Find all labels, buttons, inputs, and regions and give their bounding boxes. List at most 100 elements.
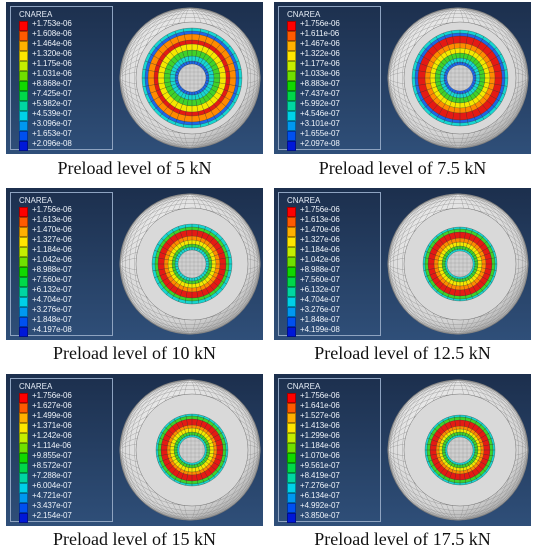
legend-swatch: [19, 21, 28, 31]
legend-title: CNAREA: [19, 196, 53, 205]
legend-swatch: [287, 121, 296, 131]
contact-sphere-model: [119, 193, 261, 335]
legend-title: CNAREA: [19, 382, 53, 391]
legend-labels: +1.756e-06 +1.641e-06 +1.527e-06 +1.413e…: [300, 391, 340, 521]
legend-value: +1.464e-06: [32, 39, 72, 48]
legend-swatch: [19, 41, 28, 51]
legend-value: +1.756e-06: [32, 205, 72, 214]
legend-value: +1.753e-06: [32, 19, 72, 28]
legend-swatch: [19, 483, 28, 493]
legend-value: +1.848e-07: [300, 315, 340, 324]
legend-swatch: [19, 503, 28, 513]
legend-swatch: [287, 453, 296, 463]
legend-value: +7.425e-07: [32, 89, 72, 98]
contact-sphere-model: [119, 7, 261, 149]
panel-caption: Preload level of 7.5 kN: [318, 158, 487, 178]
legend-swatch: [287, 317, 296, 327]
legend-swatch: [287, 277, 296, 287]
legend-value: +1.470e-06: [32, 225, 72, 234]
legend-value: +1.327e-06: [300, 235, 340, 244]
legend-swatch: [287, 267, 296, 277]
legend-value: +3.850e-07: [300, 511, 340, 520]
legend-value: +4.992e-07: [300, 501, 340, 510]
contour-panel-4: CNAREA +1.756e-06 +1.613e-06 +1.470e-06 …: [274, 188, 531, 340]
legend-value: +2.154e-07: [32, 511, 72, 520]
legend-value: +6.132e-07: [32, 285, 72, 294]
legend-value: +6.134e-07: [300, 491, 340, 500]
legend-value: +8.419e-07: [300, 471, 340, 480]
legend-value: +4.539e-07: [32, 109, 72, 118]
legend-swatch: [19, 91, 28, 101]
legend-labels: +1.756e-06 +1.611e-06 +1.467e-06 +1.322e…: [300, 19, 340, 149]
legend-swatch: [287, 423, 296, 433]
legend-value: +8.988e-07: [300, 265, 340, 274]
legend-swatch: [19, 493, 28, 503]
contact-sphere-model: [387, 379, 529, 521]
legend-swatch: [287, 327, 296, 337]
legend-swatch: [19, 443, 28, 453]
contact-sphere-model: [387, 193, 529, 335]
legend-value: +7.437e-07: [300, 89, 340, 98]
legend-swatch: [19, 513, 28, 523]
legend-value: +1.613e-06: [300, 215, 340, 224]
legend-swatch: [287, 473, 296, 483]
legend-value: +8.572e-07: [32, 461, 72, 470]
legend-swatch: [287, 207, 296, 217]
legend-swatch: [287, 51, 296, 61]
legend-swatch: [287, 81, 296, 91]
legend-value: +1.070e-06: [300, 451, 340, 460]
legend-swatches: [287, 393, 296, 523]
legend-swatches: [19, 21, 28, 151]
legend-swatch: [19, 453, 28, 463]
legend-swatch: [19, 287, 28, 297]
legend-value: +3.276e-07: [300, 305, 340, 314]
legend-swatch: [19, 297, 28, 307]
legend-labels: +1.756e-06 +1.613e-06 +1.470e-06 +1.327e…: [300, 205, 340, 335]
legend-value: +1.641e-06: [300, 401, 340, 410]
legend-box: CNAREA +1.753e-06 +1.608e-06 +1.464e-06 …: [10, 6, 113, 151]
legend-value: +4.704e-07: [32, 295, 72, 304]
legend-swatch: [19, 473, 28, 483]
legend-value: +1.613e-06: [32, 215, 72, 224]
legend-title: CNAREA: [19, 10, 53, 19]
legend-title: CNAREA: [287, 382, 321, 391]
legend-swatch: [287, 393, 296, 403]
legend-swatch: [19, 141, 28, 151]
panel-caption: Preload level of 12.5 kN: [314, 343, 491, 363]
legend-swatch: [19, 327, 28, 337]
legend-value: +2.096e-08: [32, 139, 72, 148]
legend-swatch: [287, 307, 296, 317]
legend-swatches: [287, 207, 296, 337]
legend-value: +1.467e-06: [300, 39, 340, 48]
legend-swatch: [287, 237, 296, 247]
legend-title: CNAREA: [287, 196, 321, 205]
legend-swatch: [287, 433, 296, 443]
legend-value: +1.242e-06: [32, 431, 72, 440]
legend-swatch: [19, 257, 28, 267]
legend-value: +7.560e-07: [32, 275, 72, 284]
legend-swatch: [287, 513, 296, 523]
legend-swatch: [19, 393, 28, 403]
legend-swatch: [19, 463, 28, 473]
legend-value: +1.527e-06: [300, 411, 340, 420]
contour-panel-1: CNAREA +1.753e-06 +1.608e-06 +1.464e-06 …: [6, 2, 263, 154]
legend-value: +1.320e-06: [32, 49, 72, 58]
legend-swatch: [287, 217, 296, 227]
legend-value: +9.561e-07: [300, 461, 340, 470]
legend-value: +1.655e-07: [300, 129, 340, 138]
legend-value: +1.470e-06: [300, 225, 340, 234]
legend-box: CNAREA +1.756e-06 +1.611e-06 +1.467e-06 …: [278, 6, 381, 151]
legend-swatch: [19, 207, 28, 217]
legend-value: +8.988e-07: [32, 265, 72, 274]
legend-swatch: [19, 317, 28, 327]
legend-swatch: [19, 307, 28, 317]
legend-swatch: [19, 403, 28, 413]
legend-swatch: [19, 237, 28, 247]
legend-value: +4.721e-07: [32, 491, 72, 500]
legend-value: +1.413e-06: [300, 421, 340, 430]
legend-value: +1.653e-07: [32, 129, 72, 138]
legend-swatch: [287, 503, 296, 513]
legend-value: +3.096e-07: [32, 119, 72, 128]
legend-swatch: [287, 247, 296, 257]
legend-value: +7.288e-07: [32, 471, 72, 480]
